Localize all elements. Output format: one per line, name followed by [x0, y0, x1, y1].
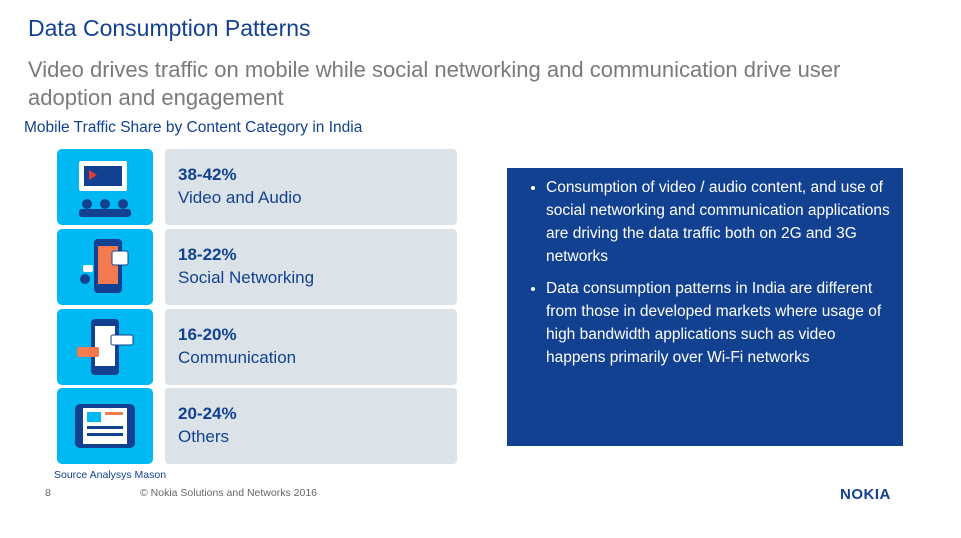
category-label: Video and Audio: [178, 188, 302, 207]
share-range: 20-24%: [178, 404, 237, 423]
icon-graphic: [75, 404, 135, 448]
category-icon: [57, 229, 153, 305]
bullet: Data consumption patterns in India are d…: [546, 277, 893, 369]
category-box: 18-22% Social Networking: [165, 229, 457, 305]
category-label: Communication: [178, 348, 297, 367]
category-icon: [57, 149, 153, 225]
title: Data Consumption Patterns: [28, 15, 311, 41]
page-number: 8: [45, 487, 51, 499]
category-box: 38-42% Video and Audio: [165, 149, 457, 225]
icon-graphic: [80, 239, 129, 293]
section-title: Mobile Traffic Share by Content Category…: [24, 119, 363, 136]
category-icon: [57, 388, 153, 464]
panel: Consumption of video / audio content, an…: [507, 168, 903, 446]
category-label: Others: [178, 427, 230, 446]
share-range: 18-22%: [178, 245, 237, 264]
subtitle: Video drives traffic on mobile while soc…: [28, 57, 841, 110]
copyright: © Nokia Solutions and Networks 2016: [140, 487, 317, 499]
category-box: 16-20% Communication: [165, 309, 457, 385]
category-box: 20-24% Others: [165, 388, 457, 464]
source: Source Analysys Mason: [54, 469, 167, 481]
share-range: 16-20%: [178, 325, 237, 344]
category-label: Social Networking: [178, 268, 315, 287]
icon-graphic: [77, 319, 134, 375]
bullet: Consumption of video / audio content, an…: [546, 176, 893, 268]
logo: NOKIA: [840, 486, 891, 503]
category-icon: [57, 309, 153, 385]
share-range: 38-42%: [178, 165, 237, 184]
bullet-list: Consumption of video / audio content, an…: [507, 176, 903, 369]
icon-graphic: [79, 161, 131, 217]
